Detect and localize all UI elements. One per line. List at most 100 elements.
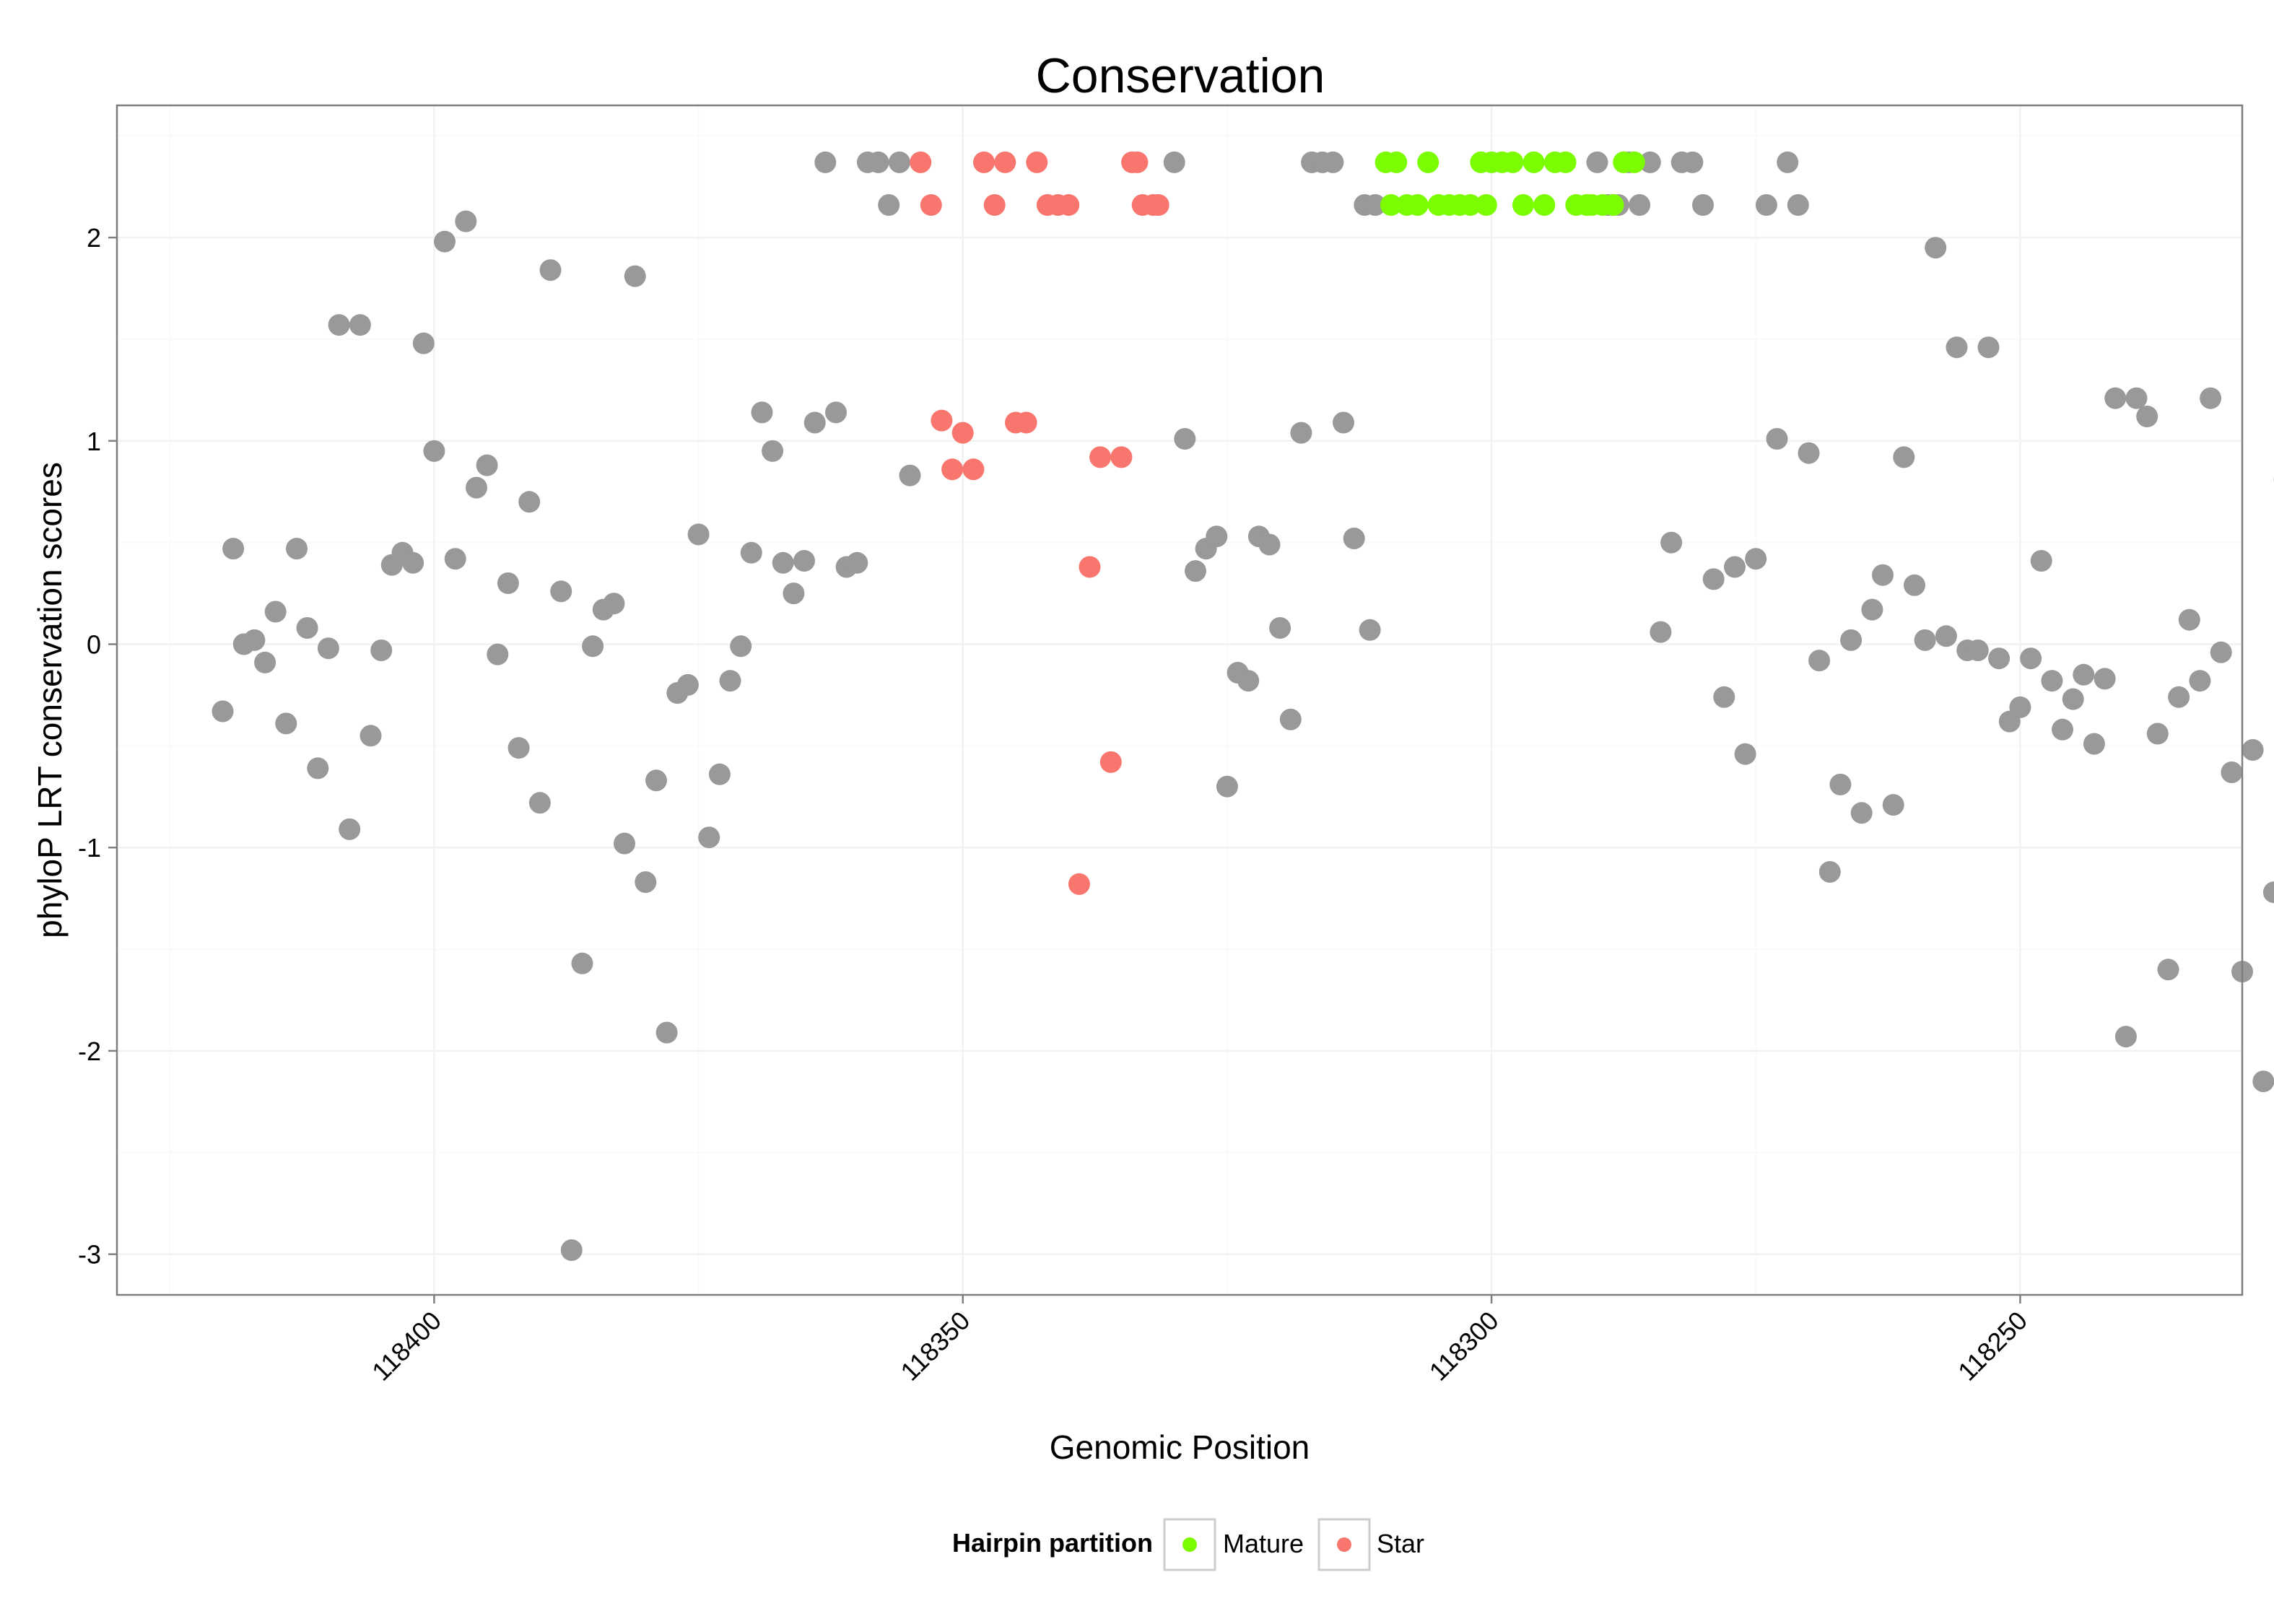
y-axis: -3 -2 -1 0 1 2 [78, 223, 117, 1270]
data-point-other [708, 763, 731, 785]
data-point-other [2030, 550, 2052, 572]
data-point-other [793, 550, 815, 572]
data-point-mature [1459, 194, 1481, 216]
data-point-other [434, 230, 456, 253]
data-point-other [1977, 336, 2000, 359]
data-point-mature [1554, 151, 1577, 173]
data-point-other [402, 551, 424, 574]
data-point-star [1026, 151, 1048, 173]
data-point-other [814, 151, 837, 173]
data-point-other [2094, 668, 2116, 690]
data-point-other [1343, 528, 1365, 549]
data-point-other [2221, 761, 2243, 783]
data-point-other [878, 194, 900, 216]
data-points [212, 151, 2274, 1261]
data-point-other [1818, 861, 1841, 883]
data-point-other [1206, 525, 1228, 548]
data-point-other [444, 548, 466, 570]
y-tick-label: 2 [87, 223, 101, 253]
data-point-other [2146, 722, 2169, 745]
data-point-other [2052, 718, 2073, 741]
data-point-other [476, 454, 498, 476]
data-point-other [296, 617, 318, 639]
data-point-star [983, 194, 1006, 216]
y-tick-label: 1 [87, 427, 101, 456]
data-point-other [212, 700, 234, 722]
data-point-other [825, 401, 847, 424]
data-point-other [1798, 442, 1820, 464]
y-tick-label: -1 [78, 833, 101, 863]
data-point-mature [1380, 194, 1402, 216]
data-point-other [1872, 564, 1894, 586]
data-point-other [1850, 802, 1873, 824]
data-point-other [1702, 568, 1725, 590]
data-point-other [560, 1239, 583, 1261]
data-point-other [1755, 194, 1777, 216]
data-point-mature [1533, 194, 1556, 216]
data-point-other [772, 551, 794, 574]
data-point-other [2200, 387, 2222, 409]
data-point-other [1777, 151, 1799, 173]
data-point-other [1359, 619, 1381, 641]
y-tick-label: -2 [78, 1036, 101, 1066]
data-point-other [539, 259, 562, 281]
data-point-mature [1512, 194, 1534, 216]
legend-label-star: Star [1377, 1529, 1424, 1558]
data-point-other [676, 673, 699, 696]
data-point-other [2157, 959, 2179, 981]
data-point-other [655, 1021, 678, 1044]
data-point-other [487, 643, 509, 665]
data-point-other [264, 601, 287, 623]
data-point-other [1692, 194, 1714, 216]
data-point-other [603, 593, 625, 615]
data-point-other [2009, 696, 2031, 718]
data-point-mature [1502, 151, 1524, 173]
data-point-other [888, 151, 910, 173]
data-point-other [2242, 739, 2264, 761]
data-point-star [973, 151, 995, 173]
data-point-other [1629, 194, 1651, 216]
data-point-star [941, 458, 964, 481]
data-point-other [762, 440, 784, 462]
data-point-other [2041, 670, 2063, 692]
data-point-other [698, 826, 720, 849]
data-point-other [1290, 422, 1312, 444]
plot-panel [116, 104, 2274, 1296]
data-point-star [1015, 411, 1037, 434]
data-point-mature [1602, 194, 1624, 216]
data-point-other [307, 757, 329, 780]
data-point-other [624, 265, 646, 287]
x-axis-title: Genomic Position [1050, 1428, 1310, 1466]
data-point-star [931, 409, 953, 432]
data-point-other [1650, 621, 1672, 643]
data-point-star [910, 151, 932, 173]
data-point-other [1829, 773, 1852, 795]
data-point-other [740, 541, 762, 564]
data-point-other [328, 314, 350, 336]
data-point-other [719, 670, 741, 692]
data-point-other [275, 712, 297, 735]
data-point-other [751, 401, 773, 424]
data-point-other [1904, 574, 1925, 596]
data-point-other [1766, 428, 1788, 450]
data-point-other [466, 476, 487, 499]
data-point-other [455, 210, 477, 232]
data-point-other [339, 818, 361, 840]
chart-title: Conservation [1036, 48, 1325, 103]
data-point-other [783, 582, 805, 605]
legend-title: Hairpin partition [952, 1528, 1153, 1558]
data-point-other [2073, 663, 2095, 686]
legend-item-star: Star [1317, 1518, 1424, 1571]
y-tick-label: -3 [78, 1240, 101, 1270]
data-point-star [1126, 151, 1149, 173]
data-point-other [803, 411, 826, 434]
data-point-star [920, 194, 942, 216]
data-point-other [1237, 670, 1260, 692]
data-point-star [962, 458, 985, 481]
data-point-other [730, 635, 752, 658]
data-point-star [1058, 194, 1080, 216]
data-point-other [349, 314, 371, 336]
data-point-other [243, 629, 266, 651]
data-point-other [1639, 151, 1661, 173]
